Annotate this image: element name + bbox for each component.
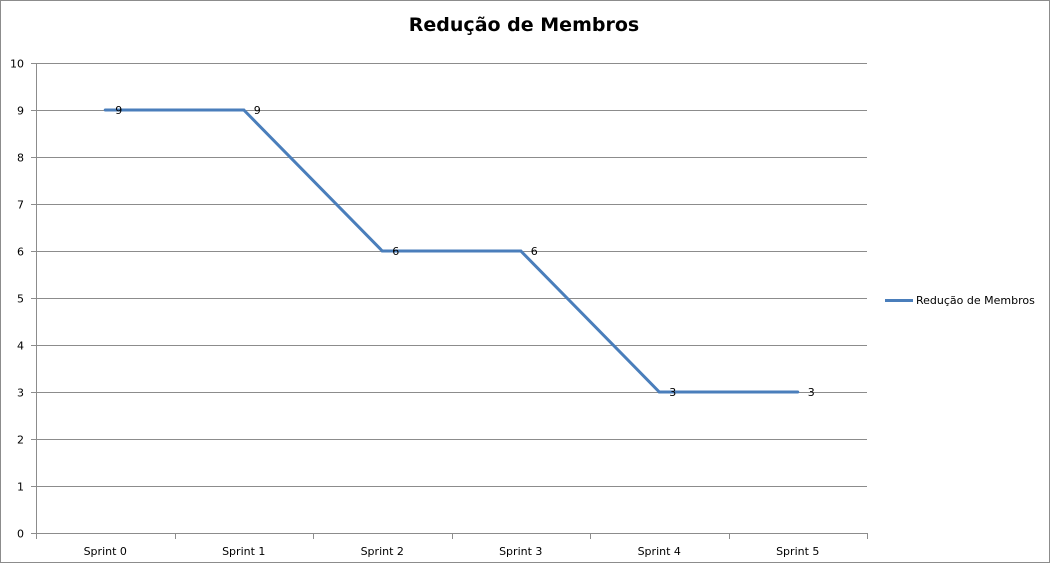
data-point [519, 249, 523, 253]
y-tick-label: 8 [17, 152, 24, 165]
y-tick-label: 3 [17, 387, 24, 400]
y-tick-label: 10 [10, 58, 24, 71]
legend: Redução de Membros [885, 294, 1035, 307]
axes: 0 1 2 3 4 5 6 7 8 9 10 Sprint 0 Sprint 1 Sprint 2 Spri… [10, 58, 868, 558]
x-tick-label: Sprint 3 [499, 545, 542, 558]
gridlines [36, 63, 867, 487]
data-labels: 9 9 6 6 3 3 [115, 104, 815, 399]
legend-label: Redução de Membros [916, 294, 1035, 307]
y-tick-label: 6 [17, 246, 24, 259]
data-label: 6 [531, 245, 538, 258]
x-tick-label: Sprint 5 [776, 545, 819, 558]
y-tick-label: 0 [17, 528, 24, 541]
y-tick-label: 5 [17, 293, 24, 306]
data-point [657, 390, 661, 394]
data-label: 9 [115, 104, 122, 117]
legend-swatch [885, 299, 913, 302]
data-point [242, 108, 246, 112]
series-layer [103, 108, 800, 394]
y-tick-label: 9 [17, 105, 24, 118]
data-label: 9 [254, 104, 261, 117]
data-point [380, 249, 384, 253]
data-point [796, 390, 800, 394]
data-label: 6 [392, 245, 399, 258]
series-line [105, 108, 798, 394]
y-tick-label: 4 [17, 340, 24, 353]
chart-title: Redução de Membros [408, 14, 640, 36]
x-tick-label: Sprint 4 [638, 545, 681, 558]
y-tick-label: 2 [17, 434, 24, 447]
y-tick-label: 1 [17, 481, 24, 494]
x-tick-label: Sprint 0 [84, 545, 127, 558]
data-label: 3 [669, 386, 676, 399]
x-tick-label: Sprint 2 [361, 545, 404, 558]
y-tick-label: 7 [17, 199, 24, 212]
x-tick-label: Sprint 1 [222, 545, 265, 558]
data-label: 3 [808, 386, 815, 399]
data-point [103, 108, 107, 112]
